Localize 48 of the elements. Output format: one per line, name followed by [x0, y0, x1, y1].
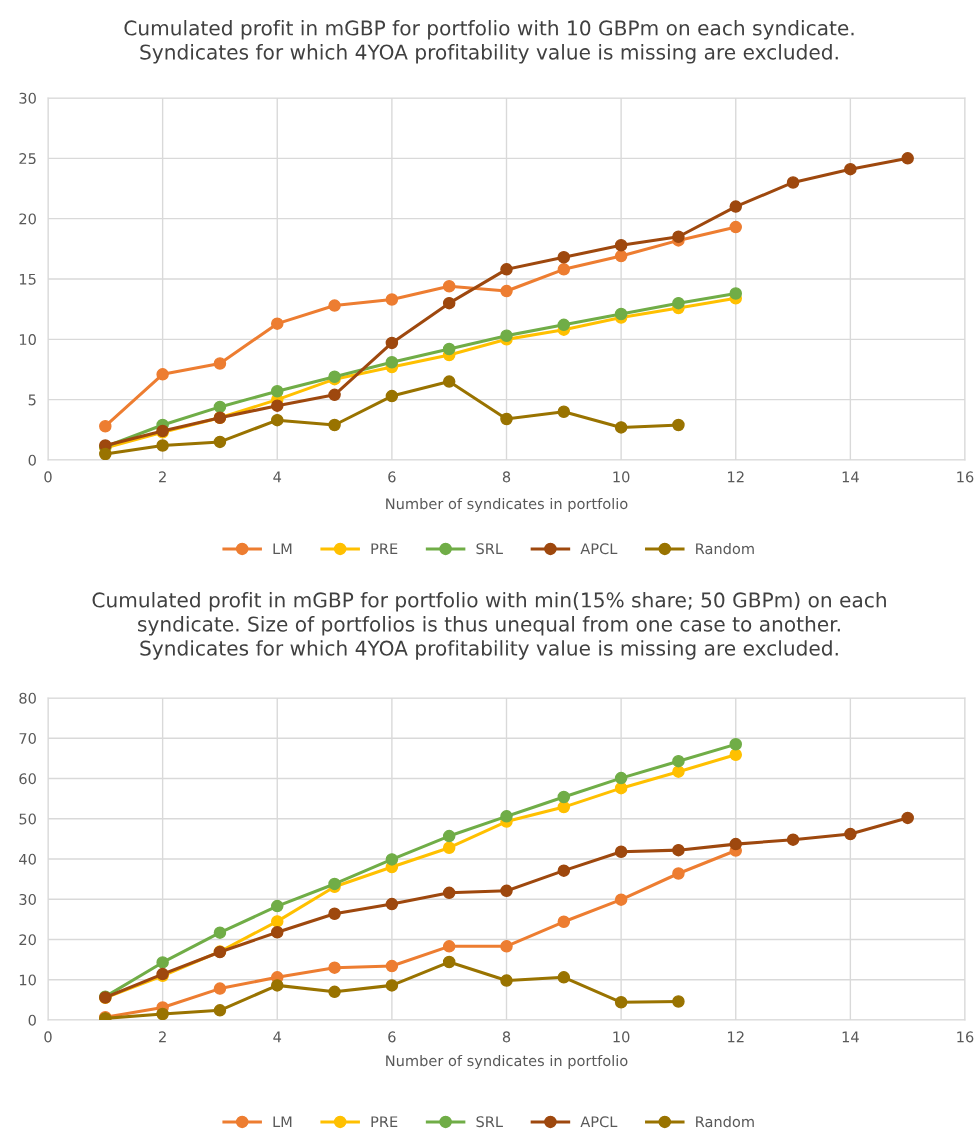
y-tick-label: 30: [19, 893, 36, 905]
legend-label: Random: [696, 542, 754, 555]
x-tick-label: 6: [388, 1031, 396, 1043]
y-tick-label: 10: [19, 334, 36, 346]
x-tick-label: 16: [957, 471, 974, 483]
x-axis-title: Number of syndicates in portfolio: [386, 497, 628, 513]
x-tick-label: 2: [159, 1031, 166, 1043]
x-tick-label: 6: [388, 471, 396, 483]
y-tick-label: 0: [28, 454, 36, 466]
legend-label: APCL: [580, 1116, 618, 1128]
y-tick-label: 0: [28, 1014, 36, 1026]
legend-label: LM: [273, 543, 292, 555]
legend-label: APCL: [580, 543, 618, 555]
x-axis-title: Number of syndicates in portfolio: [386, 1054, 628, 1070]
x-tick-label: 8: [502, 1031, 511, 1043]
y-tick-label: 60: [19, 773, 36, 785]
legend-label: PRE: [371, 1116, 398, 1128]
y-tick-label: 20: [19, 213, 36, 225]
x-tick-label: 12: [728, 471, 744, 483]
chart-title: Cumulated profit in mGBP for portfolio with min(15% share; 50 GBPm) on each syndicate. Size of portfolios is thus unequal from one case to another. Syndicates for which 4YOA profitability value is missing are excluded.: [92, 592, 886, 660]
y-tick-label: 10: [19, 974, 36, 986]
y-tick-label: 70: [19, 732, 36, 744]
chart-title: Cumulated profit in mGBP for portfolio with 10 GBPm on each syndicate. Syndicates for which 4YOA profitability value is missing are excluded.: [124, 20, 854, 64]
y-tick-label: 15: [19, 273, 36, 285]
legend-label: SRL: [476, 543, 503, 555]
x-tick-label: 14: [842, 471, 859, 483]
y-tick-label: 30: [19, 92, 36, 104]
legend-label: Random: [696, 1115, 754, 1128]
y-tick-label: 40: [19, 853, 36, 865]
x-tick-label: 0: [44, 471, 52, 483]
x-tick-label: 16: [957, 1031, 974, 1043]
legend-label: LM: [273, 1116, 292, 1128]
x-tick-label: 12: [728, 1031, 744, 1043]
legend-label: PRE: [371, 543, 398, 555]
y-tick-label: 20: [19, 934, 36, 946]
y-tick-label: 80: [19, 692, 36, 704]
x-tick-label: 0: [44, 1031, 52, 1043]
x-tick-label: 14: [842, 1031, 859, 1043]
y-tick-label: 25: [19, 153, 36, 165]
x-tick-label: 10: [613, 1031, 630, 1043]
legend-label: SRL: [476, 1116, 503, 1128]
x-tick-label: 8: [502, 471, 511, 483]
x-tick-label: 4: [273, 1031, 282, 1043]
x-tick-label: 2: [159, 471, 166, 483]
x-tick-label: 10: [613, 471, 630, 483]
y-tick-label: 5: [28, 394, 36, 406]
x-tick-label: 4: [273, 471, 282, 483]
y-tick-label: 50: [19, 813, 36, 825]
